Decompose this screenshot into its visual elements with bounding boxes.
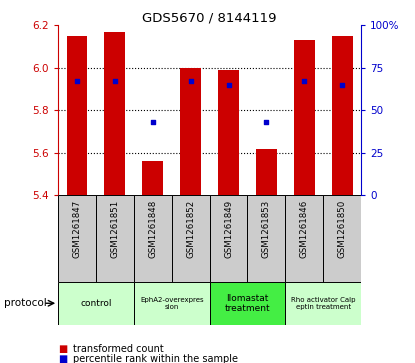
Text: GSM1261847: GSM1261847 — [73, 200, 81, 258]
Text: GSM1261849: GSM1261849 — [224, 200, 233, 258]
Bar — [134, 282, 210, 325]
Bar — [210, 195, 247, 282]
Text: protocol: protocol — [4, 298, 47, 308]
Point — [149, 119, 156, 125]
Text: EphA2-overexpres
sion: EphA2-overexpres sion — [140, 297, 203, 310]
Point — [339, 82, 345, 88]
Text: ■: ■ — [58, 344, 67, 354]
Bar — [256, 148, 277, 195]
Point — [187, 78, 194, 84]
Bar — [218, 70, 239, 195]
Text: ■: ■ — [58, 354, 67, 363]
Bar — [286, 195, 323, 282]
Title: GDS5670 / 8144119: GDS5670 / 8144119 — [142, 11, 277, 24]
Text: GSM1261852: GSM1261852 — [186, 200, 195, 258]
Text: GSM1261851: GSM1261851 — [110, 200, 120, 258]
Text: Rho activator Calp
eptin treatment: Rho activator Calp eptin treatment — [291, 297, 355, 310]
Bar — [210, 282, 286, 325]
Bar — [172, 195, 210, 282]
Bar — [67, 36, 88, 195]
Point — [74, 78, 81, 84]
Bar — [142, 161, 163, 195]
Point — [225, 82, 232, 88]
Text: transformed count: transformed count — [73, 344, 164, 354]
Text: Ilomastat
treatment: Ilomastat treatment — [225, 294, 270, 313]
Bar — [58, 195, 96, 282]
Text: percentile rank within the sample: percentile rank within the sample — [73, 354, 238, 363]
Bar — [180, 68, 201, 195]
Bar — [332, 36, 352, 195]
Bar — [286, 282, 361, 325]
Point — [301, 78, 308, 84]
Point — [263, 119, 270, 125]
Bar — [58, 282, 134, 325]
Bar — [96, 195, 134, 282]
Text: GSM1261848: GSM1261848 — [148, 200, 157, 258]
Text: control: control — [80, 299, 112, 308]
Bar — [134, 195, 172, 282]
Text: GSM1261850: GSM1261850 — [338, 200, 347, 258]
Point — [112, 78, 118, 84]
Text: GSM1261853: GSM1261853 — [262, 200, 271, 258]
Text: GSM1261846: GSM1261846 — [300, 200, 309, 258]
Bar — [294, 40, 315, 195]
Bar — [105, 32, 125, 195]
Bar — [323, 195, 361, 282]
Bar — [247, 195, 285, 282]
